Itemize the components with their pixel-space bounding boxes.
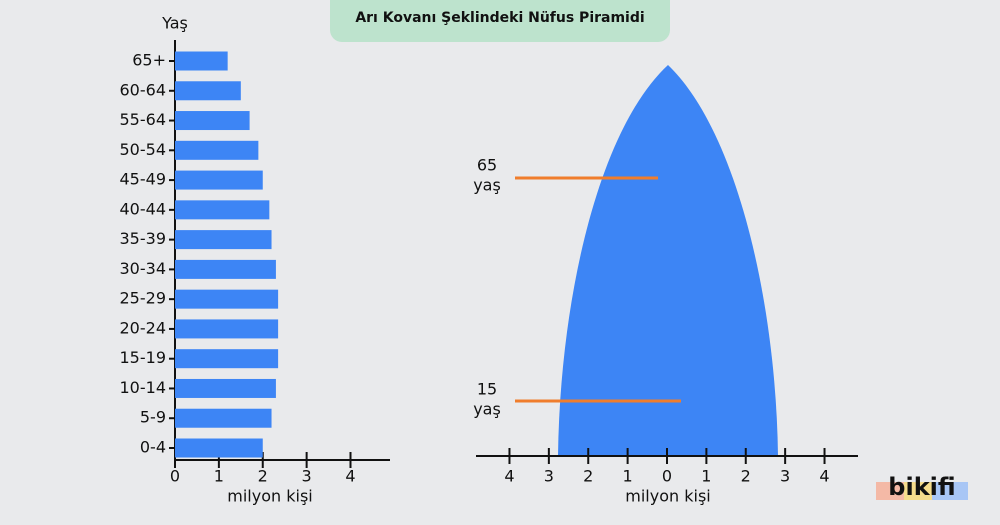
bar xyxy=(175,378,276,398)
title-box xyxy=(330,0,670,42)
logo-deco xyxy=(932,482,968,500)
bar xyxy=(175,259,276,279)
bar xyxy=(175,230,272,250)
bar xyxy=(175,289,279,309)
annotation: 15 xyxy=(477,380,497,399)
bar xyxy=(175,408,272,428)
bar xyxy=(175,51,228,71)
y-tick-label: 40-44 xyxy=(120,199,167,218)
x-tick-label: 3 xyxy=(544,467,554,486)
x-tick-label: 2 xyxy=(258,467,268,486)
y-axis-label: Yaş xyxy=(161,14,188,33)
y-tick-label: 20-24 xyxy=(120,318,167,337)
annotation: yaş xyxy=(473,176,501,195)
x-tick-label: 0 xyxy=(662,467,672,486)
bar xyxy=(175,170,263,190)
bar xyxy=(175,200,270,220)
y-tick-label: 45-49 xyxy=(120,170,167,189)
y-tick-label: 0-4 xyxy=(140,438,166,457)
bar xyxy=(175,140,259,160)
y-tick-label: 15-19 xyxy=(120,348,167,367)
x-tick-label: 4 xyxy=(819,467,829,486)
y-tick-label: 10-14 xyxy=(120,378,167,397)
x-tick-label: 0 xyxy=(170,467,180,486)
x-tick-label: 1 xyxy=(701,467,711,486)
x-tick-label: 4 xyxy=(504,467,514,486)
annotation: 65 xyxy=(477,156,497,175)
x-tick-label: 1 xyxy=(214,467,224,486)
logo: bikifi xyxy=(888,473,955,501)
x-tick-label: 3 xyxy=(302,467,312,486)
x-tick-label: 2 xyxy=(741,467,751,486)
y-tick-label: 25-29 xyxy=(120,289,167,308)
x-tick-label: 1 xyxy=(623,467,633,486)
x-tick-label: 3 xyxy=(780,467,790,486)
y-tick-label: 50-54 xyxy=(120,140,167,159)
bar xyxy=(175,81,241,101)
y-tick-label: 35-39 xyxy=(120,229,167,248)
annotation: yaş xyxy=(473,400,501,419)
x-axis-label: milyon kişi xyxy=(227,487,312,506)
y-tick-label: 5-9 xyxy=(140,408,166,427)
x-tick-label: 4 xyxy=(345,467,355,486)
bar xyxy=(175,349,279,369)
y-tick-label: 65+ xyxy=(132,51,166,70)
bar xyxy=(175,319,279,339)
x-tick-label: 2 xyxy=(583,467,593,486)
x-axis-label: milyon kişi xyxy=(625,487,710,506)
bar xyxy=(175,438,263,458)
bar xyxy=(175,111,250,131)
logo-deco xyxy=(904,482,932,500)
title: Arı Kovanı Şeklindeki Nüfus Piramidi xyxy=(355,10,644,26)
logo-deco xyxy=(876,482,904,500)
y-tick-label: 30-34 xyxy=(120,259,167,278)
y-tick-label: 60-64 xyxy=(120,80,167,99)
population-shape xyxy=(558,65,778,456)
y-tick-label: 55-64 xyxy=(120,110,167,129)
